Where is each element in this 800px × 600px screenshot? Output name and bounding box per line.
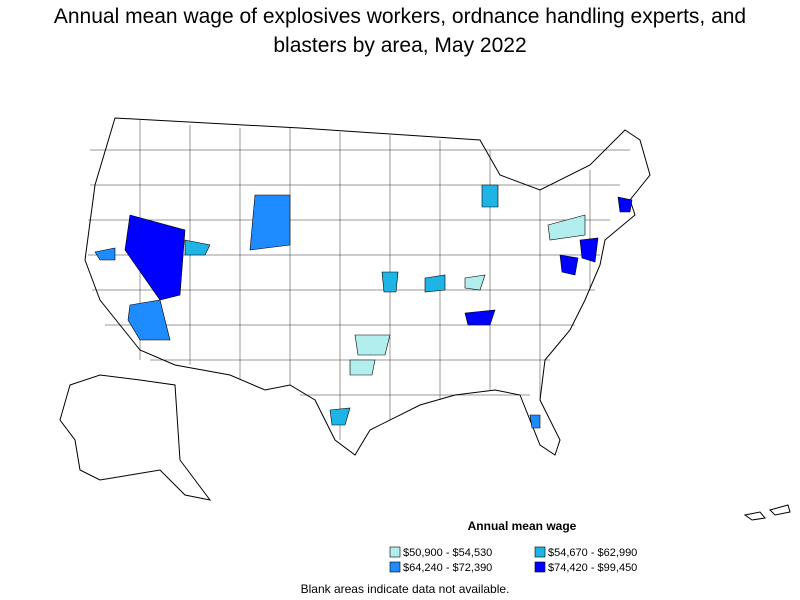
wage-area — [329, 407, 351, 426]
wage-area — [381, 271, 399, 293]
lower-48 — [84, 117, 651, 456]
title-text: Annual mean wage of explosives workers, … — [53, 5, 747, 57]
legend-swatch — [389, 546, 401, 558]
wage-area — [424, 274, 446, 293]
wage-area — [124, 214, 186, 301]
wage-area — [579, 237, 599, 263]
legend-label: $50,900 - $54,530 — [403, 547, 492, 559]
wage-area — [94, 247, 116, 261]
wage-area — [481, 184, 499, 208]
wage-area — [559, 254, 579, 276]
wage-area — [127, 299, 171, 341]
wage-area — [349, 359, 376, 376]
legend-swatch — [534, 561, 546, 573]
base-map — [59, 117, 791, 521]
legend-swatch — [534, 546, 546, 558]
legend: $50,900 - $54,530 $54,670 - $62,990 $64,24… — [389, 546, 637, 574]
wage-area — [464, 274, 486, 291]
map-title: Annual mean wage of explosives workers, … — [0, 2, 800, 60]
wage-area — [464, 309, 496, 326]
legend-swatch — [389, 561, 401, 573]
wage-area — [529, 414, 541, 429]
wage-area — [354, 334, 391, 356]
wage-area — [184, 239, 211, 256]
legend-label: $74,420 - $99,450 — [548, 562, 637, 574]
legend-label: $64,240 - $72,390 — [403, 562, 492, 574]
legend-title: Annual mean wage — [468, 519, 577, 533]
hawaii — [743, 504, 791, 521]
wage-area — [249, 194, 291, 251]
wage-areas — [94, 184, 633, 429]
wage-area — [547, 214, 586, 241]
alaska — [59, 374, 212, 501]
wage-area — [617, 196, 633, 213]
legend-label: $54,670 - $62,990 — [548, 547, 637, 559]
note: Blank areas indicate data not available. — [301, 582, 510, 596]
